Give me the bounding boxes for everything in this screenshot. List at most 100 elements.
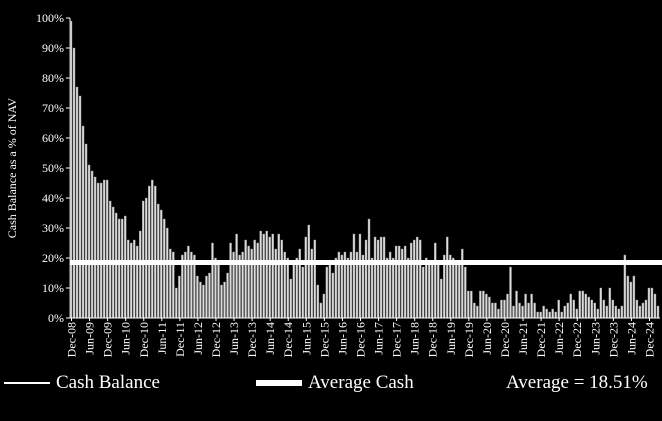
- bar: [506, 293, 509, 319]
- bar: [328, 263, 332, 319]
- bar: [656, 305, 660, 319]
- bar: [322, 293, 326, 319]
- bar: [500, 299, 503, 319]
- legend-item-average-cash: Average Cash: [256, 370, 414, 396]
- x-tick-label: Dec-20: [498, 322, 512, 357]
- x-tick-label: Jun-14: [263, 322, 277, 355]
- x-tick-label: Dec-21: [534, 322, 548, 357]
- bar: [87, 164, 91, 319]
- bar: [545, 308, 548, 319]
- bar: [614, 305, 618, 319]
- bar: [123, 215, 127, 319]
- bar: [421, 266, 425, 319]
- bar: [78, 95, 82, 319]
- bar: [268, 236, 271, 319]
- x-tick-label: Jun-20: [480, 322, 494, 355]
- bar: [90, 170, 94, 319]
- x-tick-label: Dec-13: [245, 322, 259, 357]
- bar: [503, 299, 506, 319]
- bar: [307, 224, 311, 319]
- bar: [208, 272, 211, 319]
- x-tick-label: Jun-17: [372, 322, 386, 355]
- bar: [452, 257, 455, 319]
- y-axis-label: Cash Balance as a % of NAV: [5, 97, 19, 238]
- bar: [620, 305, 624, 319]
- bar: [166, 227, 169, 319]
- x-tick-label: Dec-14: [281, 322, 295, 357]
- x-tick-label: Jun-24: [624, 322, 638, 355]
- bar: [352, 233, 356, 319]
- bar: [647, 287, 651, 319]
- bar: [129, 242, 133, 319]
- x-tick-label: Dec-24: [642, 322, 656, 357]
- bar: [518, 302, 521, 319]
- bar: [75, 86, 79, 319]
- x-tick-label: Jun-12: [191, 322, 205, 355]
- average-value-label: Average = 18.51%: [506, 372, 648, 393]
- y-tick-label: 30%: [42, 221, 64, 235]
- bar: [515, 290, 518, 319]
- bar: [175, 287, 178, 319]
- bar: [587, 296, 590, 319]
- y-tick-label: 20%: [42, 251, 64, 265]
- bar: [497, 308, 500, 319]
- bar: [437, 260, 440, 319]
- bar: [578, 290, 581, 319]
- bar: [271, 233, 274, 319]
- x-tick-label: Jun-09: [83, 322, 97, 355]
- bar: [434, 242, 437, 319]
- bar: [310, 248, 314, 319]
- bar: [325, 266, 329, 319]
- bar: [298, 248, 301, 319]
- y-tick-label: 50%: [42, 161, 64, 175]
- y-tick-label: 60%: [42, 131, 64, 145]
- bar: [301, 266, 305, 319]
- bar: [151, 179, 154, 319]
- bar: [394, 245, 398, 319]
- bar: [560, 311, 563, 319]
- bar: [229, 242, 232, 319]
- bar: [133, 239, 136, 319]
- bar: [593, 302, 596, 319]
- bar: [563, 305, 566, 319]
- bar: [313, 239, 317, 319]
- bar: [611, 299, 615, 319]
- bar: [470, 290, 473, 319]
- bar: [226, 272, 229, 319]
- bar: [446, 236, 449, 319]
- bar: [373, 236, 377, 319]
- legend-item-cash-balance: Cash Balance: [4, 370, 160, 396]
- x-axis: Dec-08 Jun-09 Dec-09 Jun-10 Dec-10 Jun-11 Dec-…: [65, 317, 662, 357]
- bar: [202, 284, 205, 319]
- bar: [69, 20, 73, 319]
- bar: [391, 257, 395, 319]
- bar: [102, 179, 106, 319]
- bar: [364, 239, 368, 319]
- bar: [548, 311, 551, 319]
- bar: [491, 302, 494, 319]
- bar: [650, 287, 654, 319]
- bar: [641, 302, 645, 319]
- bar: [289, 278, 292, 319]
- bar: [214, 257, 217, 319]
- bar: [277, 233, 280, 319]
- bar: [409, 242, 413, 319]
- bar: [205, 275, 208, 319]
- bar: [379, 236, 383, 319]
- bar: [476, 305, 479, 319]
- bar: [142, 200, 145, 319]
- bar: [488, 296, 491, 319]
- x-tick-label: Jun-15: [299, 322, 313, 355]
- bar: [524, 293, 527, 319]
- bar: [527, 302, 530, 319]
- bar: [211, 242, 214, 319]
- bar: [412, 239, 416, 319]
- bar: [346, 257, 350, 319]
- bar: [262, 233, 265, 319]
- y-axis: 0% 10% 20% 30% 40% 50% 60% 70% 80% 90% 100%: [36, 11, 71, 325]
- bar: [145, 197, 148, 319]
- bar: [295, 257, 298, 319]
- bar: [286, 257, 289, 319]
- x-tick-label: Jun-16: [335, 322, 349, 355]
- bar: [217, 263, 220, 319]
